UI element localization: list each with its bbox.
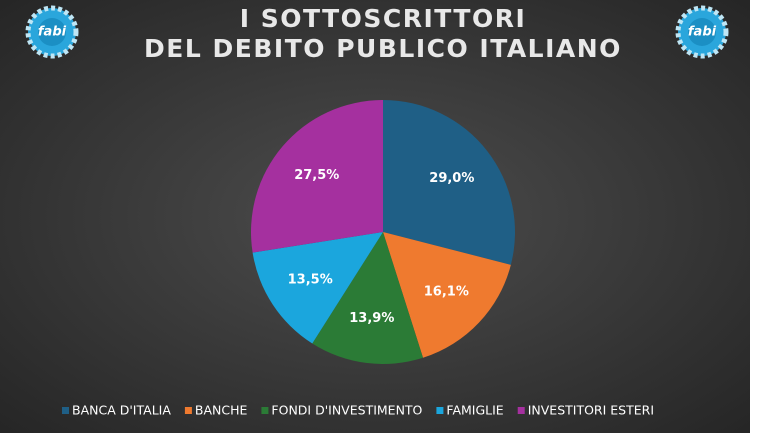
data-label: 13,5% bbox=[288, 272, 333, 287]
logo-right: fabi bbox=[675, 5, 729, 59]
data-label: 29,0% bbox=[429, 171, 474, 186]
logo-text: fabi bbox=[688, 25, 717, 40]
chart-title: I SOTTOSCRITTORI bbox=[240, 4, 527, 33]
pie-slice bbox=[252, 232, 383, 344]
logo-left: fabi bbox=[25, 5, 79, 59]
legend-label: INVESTITORI ESTERI bbox=[528, 403, 654, 418]
legend-label: FAMIGLIE bbox=[446, 403, 503, 418]
legend-label: FONDI D'INVESTIMENTO bbox=[271, 403, 422, 418]
chart-title: DEL DEBITO PUBLICO ITALIANO bbox=[144, 34, 622, 63]
legend-swatch bbox=[517, 407, 525, 414]
pie-slice bbox=[250, 100, 383, 253]
data-label: 16,1% bbox=[424, 284, 469, 299]
logo-text: fabi bbox=[38, 25, 67, 40]
data-label: 13,9% bbox=[349, 311, 394, 326]
legend-swatch bbox=[62, 407, 69, 414]
legend: BANCA D'ITALIA BANCHE FONDI D'INVESTIMENTO… bbox=[62, 403, 654, 418]
legend-swatch bbox=[436, 407, 444, 414]
legend-swatch bbox=[184, 407, 192, 414]
legend-label: BANCHE bbox=[195, 403, 248, 418]
pie-slice bbox=[383, 100, 515, 265]
legend-label: BANCA D'ITALIA bbox=[72, 403, 171, 418]
legend-swatch bbox=[261, 407, 269, 414]
pie-slice bbox=[312, 232, 424, 364]
pie-slice bbox=[383, 232, 511, 358]
pie: 29,0% 16,1% 13,9% 13,5% 27,5% bbox=[250, 100, 515, 364]
data-label: 27,5% bbox=[294, 168, 339, 183]
